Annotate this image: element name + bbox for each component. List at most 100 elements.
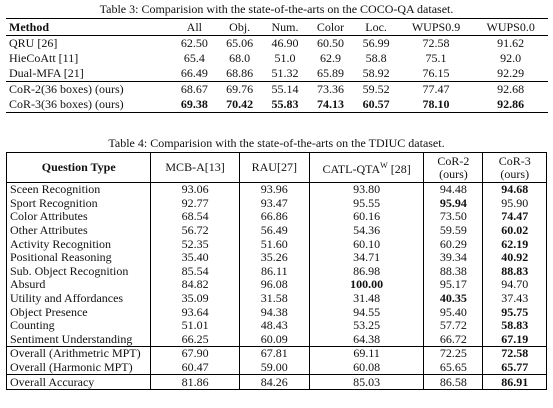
cell: 94.55 (308, 305, 425, 319)
cell: 66.86 (238, 210, 310, 224)
cell: 95.90 (482, 197, 547, 211)
cell: 72.58 (482, 346, 547, 361)
cell: 77.47 (398, 81, 474, 97)
cell: 60.08 (308, 360, 425, 375)
table-row: Positional Reasoning 35.40 35.26 34.71 39.34… (5, 251, 547, 265)
cell: 73.36 (307, 81, 354, 97)
cell: 73.50 (423, 210, 484, 224)
table-row: Sentiment Understanding 66.25 60.09 64.38 66… (5, 332, 547, 347)
table-row: Dual-MFA [21] 66.49 68.86 51.32 65.89 58.92 76… (6, 66, 548, 82)
row-label: Sub. Object Recognition (5, 265, 152, 279)
table-row: Utility and Affordances 35.09 31.58 31.48 40… (5, 292, 547, 306)
cell: 65.89 (317, 66, 345, 80)
column-header: All (171, 18, 217, 36)
cell: 64.38 (308, 332, 425, 347)
row-label: CoR-3(36 boxes) (ours) (9, 97, 124, 111)
cell: 96.08 (238, 278, 310, 292)
cell: 93.06 (150, 182, 240, 197)
table-row: Counting 51.01 48.43 53.25 57.72 58.83 (5, 319, 547, 333)
cell: 95.75 (482, 305, 547, 319)
cell: 59.00 (238, 360, 310, 375)
cell: 62.19 (482, 237, 547, 251)
cell: 51.32 (271, 66, 299, 80)
column-header: Question Type (5, 152, 152, 183)
row-label: CoR-2(36 boxes) (ours) (6, 81, 172, 97)
cell: 86.91 (482, 374, 547, 390)
row-label: QRU [26] (9, 36, 58, 50)
cell: 34.71 (308, 251, 425, 265)
cell: 93.47 (238, 197, 310, 211)
cell: 68.0 (229, 51, 251, 65)
table-row: CoR-3(36 boxes) (ours) 69.38 70.42 55.83 74.… (6, 97, 548, 113)
row-label: HieCoAtt [11] (9, 51, 79, 65)
cell: 60.16 (308, 210, 425, 224)
row-label: Object Presence (5, 305, 152, 319)
table-row: Other Attributes 56.72 56.49 54.36 59.59 60.0… (5, 224, 547, 238)
cell: 62.50 (180, 36, 208, 50)
table-row: Absurd 84.82 96.08 100.00 95.17 94.70 (5, 278, 547, 292)
header-text: CoR-3 (498, 153, 531, 168)
table-caption: Table 3: Comparision with the state-of-t… (99, 2, 454, 16)
cell: 75.1 (425, 51, 447, 65)
cell: 92.68 (473, 81, 548, 97)
cell: 58.8 (365, 51, 387, 65)
cell: 51.01 (150, 319, 240, 333)
row-label: Overall (Arithmetric MPT) (5, 346, 152, 361)
cell: 67.90 (150, 346, 240, 361)
cell: 55.83 (271, 97, 299, 111)
table-row: Sub. Object Recognition 85.54 86.11 86.98 88… (5, 265, 547, 279)
cell: 65.06 (226, 36, 254, 50)
cell: 93.64 (150, 305, 240, 319)
column-header: CATL-QTAW [28] (308, 152, 425, 183)
cell: 94.70 (482, 278, 547, 292)
cell: 65.4 (183, 51, 205, 65)
cell: 31.48 (308, 292, 425, 306)
column-header: CoR-3 (ours) (482, 152, 547, 183)
row-label: Absurd (5, 278, 152, 292)
cell: 94.68 (482, 182, 547, 197)
cell: 40.35 (423, 292, 484, 306)
cell: 55.14 (262, 81, 308, 97)
row-label: Activity Recognition (5, 237, 152, 251)
cell: 60.57 (362, 97, 390, 111)
row-label: Positional Reasoning (5, 251, 152, 265)
cell: 58.83 (482, 319, 547, 333)
cell: 100.00 (308, 278, 425, 292)
column-header: RAU[27] (238, 152, 310, 183)
table-row: Object Presence 93.64 94.38 94.55 95.40 95.75 (5, 305, 547, 319)
cell: 35.09 (150, 292, 240, 306)
cell: 60.29 (423, 237, 484, 251)
cell: 85.03 (308, 374, 425, 390)
cell: 60.50 (317, 36, 345, 50)
cell: 37.43 (482, 292, 547, 306)
header-text: (ours) (500, 166, 530, 181)
column-header: MCB-A[13] (150, 152, 240, 183)
comparison-table: Question Type MCB-A[13] RAU[27] CATL-QTAW [… (5, 152, 547, 390)
cell: 40.92 (482, 251, 547, 265)
cell: 85.54 (150, 265, 240, 279)
cell: 76.15 (422, 66, 450, 80)
cell: 69.76 (217, 81, 263, 97)
cell: 39.34 (423, 251, 484, 265)
row-label: Sport Recognition (5, 197, 152, 211)
table-row: HieCoAtt [11] 65.4 68.0 51.0 62.9 58.8 75.1 92.… (6, 51, 548, 66)
cell: 84.82 (150, 278, 240, 292)
cell: 60.02 (482, 224, 547, 238)
cell: 58.92 (362, 66, 390, 80)
cell: 57.72 (423, 319, 484, 333)
row-label: Color Attributes (5, 210, 152, 224)
row-label: Overall (Harmonic MPT) (5, 360, 152, 375)
cell: 60.47 (150, 360, 240, 375)
table-row: Overall Accuracy 81.86 84.26 85.03 86.58 86.9… (5, 374, 547, 390)
cell: 68.86 (226, 66, 254, 80)
cell: 35.40 (150, 251, 240, 265)
cell: 94.38 (238, 305, 310, 319)
cell: 46.90 (271, 36, 299, 50)
cell: 91.62 (497, 36, 525, 50)
cell: 88.83 (482, 265, 547, 279)
cell: 92.29 (497, 66, 525, 80)
row-label: Counting (5, 319, 152, 333)
cell: 88.38 (423, 265, 484, 279)
cell: 35.26 (238, 251, 310, 265)
